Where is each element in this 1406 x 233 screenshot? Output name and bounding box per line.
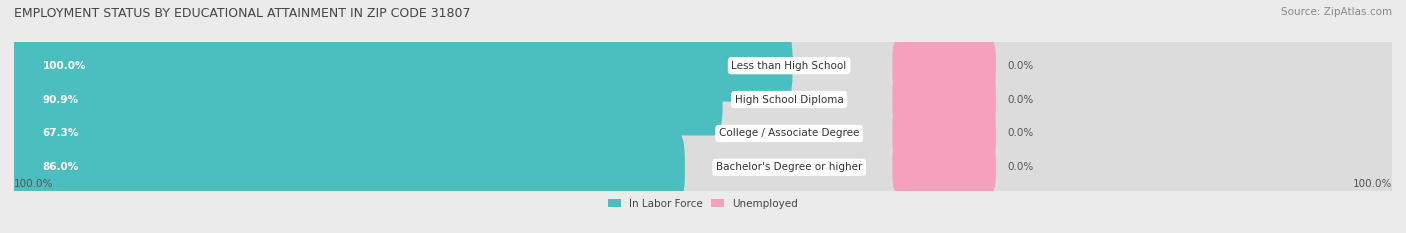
Text: 0.0%: 0.0%	[1007, 128, 1033, 138]
FancyBboxPatch shape	[4, 27, 1402, 104]
Legend: In Labor Force, Unemployed: In Labor Force, Unemployed	[605, 194, 801, 213]
Text: 100.0%: 100.0%	[1353, 179, 1392, 189]
Text: Less than High School: Less than High School	[731, 61, 846, 71]
FancyBboxPatch shape	[893, 40, 995, 91]
FancyBboxPatch shape	[4, 61, 1402, 138]
Text: 67.3%: 67.3%	[42, 128, 79, 138]
Text: 100.0%: 100.0%	[14, 179, 53, 189]
FancyBboxPatch shape	[893, 108, 995, 159]
FancyBboxPatch shape	[4, 98, 541, 169]
Text: 100.0%: 100.0%	[42, 61, 86, 71]
Text: High School Diploma: High School Diploma	[735, 95, 844, 105]
Text: EMPLOYMENT STATUS BY EDUCATIONAL ATTAINMENT IN ZIP CODE 31807: EMPLOYMENT STATUS BY EDUCATIONAL ATTAINM…	[14, 7, 471, 20]
Text: 86.0%: 86.0%	[42, 162, 79, 172]
Text: Source: ZipAtlas.com: Source: ZipAtlas.com	[1281, 7, 1392, 17]
FancyBboxPatch shape	[893, 74, 995, 125]
FancyBboxPatch shape	[4, 30, 793, 102]
FancyBboxPatch shape	[4, 131, 685, 203]
Text: 0.0%: 0.0%	[1007, 95, 1033, 105]
Text: 0.0%: 0.0%	[1007, 162, 1033, 172]
FancyBboxPatch shape	[4, 129, 1402, 206]
FancyBboxPatch shape	[893, 142, 995, 193]
Text: 0.0%: 0.0%	[1007, 61, 1033, 71]
FancyBboxPatch shape	[4, 64, 723, 135]
Text: College / Associate Degree: College / Associate Degree	[718, 128, 859, 138]
Text: 90.9%: 90.9%	[42, 95, 79, 105]
FancyBboxPatch shape	[4, 95, 1402, 172]
Text: Bachelor's Degree or higher: Bachelor's Degree or higher	[716, 162, 862, 172]
